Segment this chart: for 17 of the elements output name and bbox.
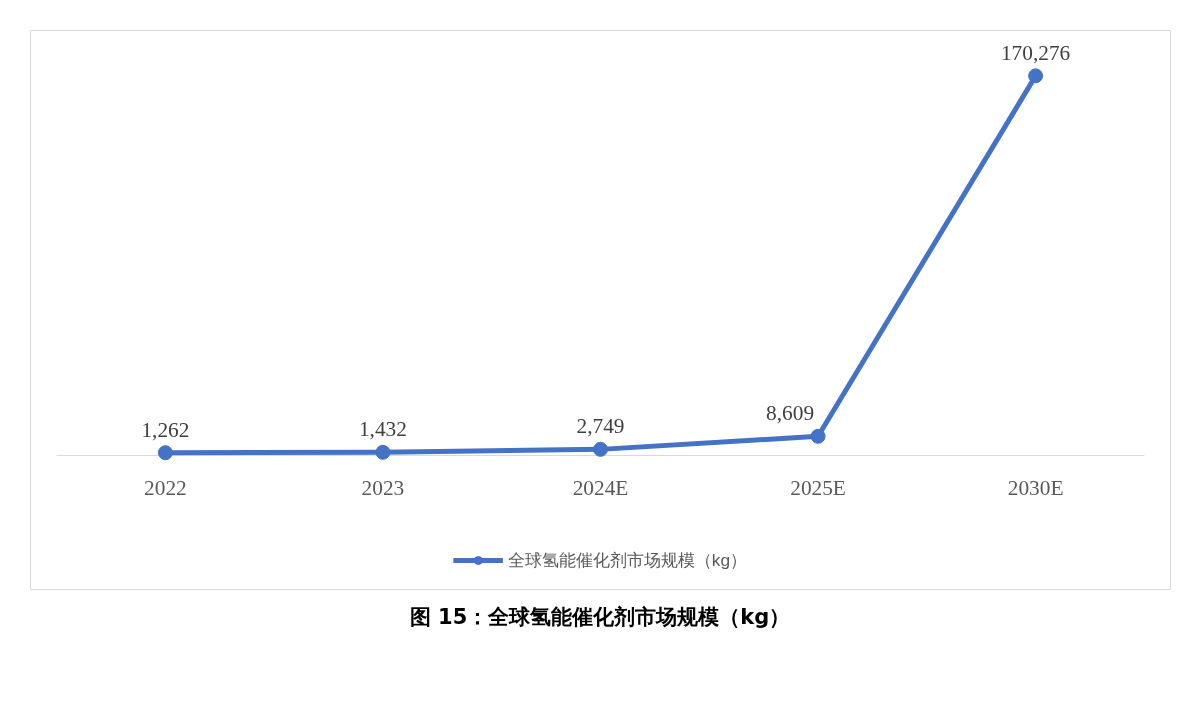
x-tick-label: 2025E xyxy=(790,475,846,500)
legend-label: 全球氢能催化剂市场规模（kg） xyxy=(507,549,748,572)
x-tick-label: 2024E xyxy=(572,475,629,500)
data-label: 2,749 xyxy=(576,414,625,439)
data-label: 1,432 xyxy=(358,417,407,442)
x-tick-label: 2030E xyxy=(1007,475,1064,500)
point xyxy=(157,445,173,461)
data-label: 8,609 xyxy=(766,401,815,426)
data-label: 170,276 xyxy=(1000,40,1071,65)
text: 图 15：全球氢能催化剂市场规模（kg） xyxy=(409,604,791,631)
x-tick-label: 2023 xyxy=(361,475,405,500)
data-label: 1,262 xyxy=(141,417,190,442)
point xyxy=(375,444,391,460)
point xyxy=(810,428,826,444)
point xyxy=(1028,68,1044,84)
point xyxy=(593,441,608,457)
x-tick-label: 2022 xyxy=(144,475,187,500)
